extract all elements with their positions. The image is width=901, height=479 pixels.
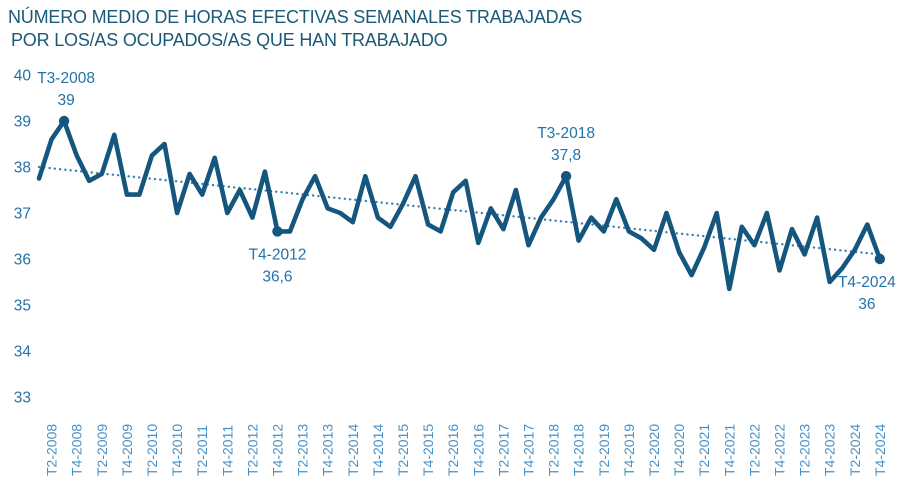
x-axis-tick-label: T4-2011 bbox=[219, 425, 235, 476]
x-axis-tick-label: T4-2023 bbox=[822, 424, 838, 476]
x-axis-tick-label: T2-2015 bbox=[395, 424, 411, 476]
x-axis-tick-label: T4-2009 bbox=[119, 424, 135, 476]
x-axis-tick-label: T2-2013 bbox=[295, 424, 311, 476]
x-axis-tick-label: T4-2016 bbox=[470, 424, 486, 476]
x-axis-tick-label: T2-2018 bbox=[546, 424, 562, 476]
x-axis-tick-label: T2-2022 bbox=[746, 424, 762, 476]
y-axis-tick-label: 34 bbox=[14, 344, 32, 361]
data-point-marker bbox=[272, 226, 283, 237]
x-axis-tick-label: T4-2008 bbox=[69, 424, 85, 476]
x-axis-tick-label: T2-2010 bbox=[144, 424, 160, 476]
x-axis-tick-label: T2-2009 bbox=[94, 424, 110, 476]
annotation-quarter-label: T4-2024 bbox=[838, 274, 896, 291]
x-axis-tick-label: T4-2024 bbox=[872, 424, 888, 476]
data-point-marker bbox=[874, 253, 886, 265]
x-axis-tick-label: T4-2021 bbox=[721, 424, 737, 476]
annotation-value-label: 39 bbox=[57, 92, 74, 109]
annotation-value-label: 36 bbox=[858, 296, 875, 313]
annotation-value-label: 37,8 bbox=[551, 147, 581, 164]
x-axis-tick-label: T4-2019 bbox=[621, 424, 637, 476]
x-axis-tick-label: T2-2008 bbox=[44, 424, 60, 476]
chart-title: NÚMERO MEDIO DE HORAS EFECTIVAS SEMANALE… bbox=[8, 6, 582, 53]
x-axis-tick-label: T2-2011 bbox=[194, 425, 210, 476]
x-axis-tick-label: T2-2021 bbox=[696, 424, 712, 476]
x-axis-tick-label: T4-2012 bbox=[269, 424, 285, 476]
x-axis-tick-label: T2-2016 bbox=[445, 424, 461, 476]
x-axis-tick-label: T2-2014 bbox=[345, 424, 361, 476]
x-axis-tick-label: T4-2020 bbox=[671, 424, 687, 476]
x-axis-tick-label: T2-2023 bbox=[797, 424, 813, 476]
y-axis-tick-label: 35 bbox=[14, 298, 31, 315]
annotation-value-label: 36,6 bbox=[262, 268, 292, 285]
y-axis-tick-label: 37 bbox=[14, 206, 31, 223]
y-axis-tick-label: 39 bbox=[14, 114, 31, 131]
x-axis-tick-label: T4-2018 bbox=[571, 424, 587, 476]
annotation-quarter-label: T3-2008 bbox=[37, 70, 95, 87]
x-axis-tick-label: T2-2019 bbox=[596, 424, 612, 476]
data-point-marker bbox=[58, 115, 70, 127]
y-axis-tick-label: 33 bbox=[14, 390, 31, 407]
y-axis-tick-label: 40 bbox=[14, 68, 32, 85]
chart-title-line1: NÚMERO MEDIO DE HORAS EFECTIVAS SEMANALE… bbox=[8, 7, 583, 27]
x-axis-tick-label: T4-2013 bbox=[320, 424, 336, 476]
x-axis-tick-label: T2-2024 bbox=[847, 424, 863, 476]
x-axis-tick-label: T4-2017 bbox=[520, 424, 536, 476]
x-axis-tick-label: T2-2017 bbox=[495, 424, 511, 476]
x-axis-tick-label: T4-2022 bbox=[771, 424, 787, 476]
y-axis-tick-label: 38 bbox=[14, 160, 31, 177]
y-axis-tick-label: 36 bbox=[14, 252, 31, 269]
series-line bbox=[36, 118, 883, 292]
x-axis-tick-label: T4-2010 bbox=[169, 424, 185, 476]
annotation-quarter-label: T3-2018 bbox=[537, 125, 595, 142]
x-axis-tick-label: T2-2012 bbox=[244, 424, 260, 476]
annotation-quarter-label: T4-2012 bbox=[249, 246, 307, 263]
x-axis-tick-label: T4-2014 bbox=[370, 424, 386, 476]
x-axis-tick-label: T2-2020 bbox=[646, 424, 662, 476]
chart-title-line2: POR LOS/AS OCUPADOS/AS QUE HAN TRABAJADO bbox=[11, 30, 448, 51]
data-point-marker bbox=[560, 171, 572, 182]
x-axis-tick-label: T4-2015 bbox=[420, 424, 436, 476]
